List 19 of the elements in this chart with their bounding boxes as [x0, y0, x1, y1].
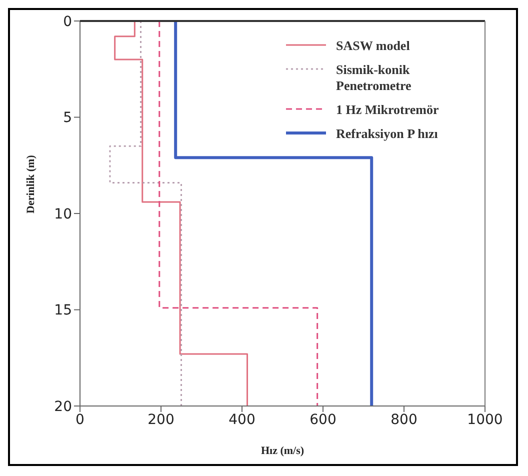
x-axis-title: Hız (m/s) [260, 445, 304, 457]
y-axis-title: Derinlik (m) [24, 154, 37, 214]
y-tick-label: 5 [63, 110, 72, 126]
line-series [114, 21, 248, 406]
x-tick-label: 1000 [467, 412, 503, 428]
x-tick-label: 400 [228, 412, 256, 428]
legend-label: Refraksiyon P hızı [336, 126, 439, 142]
line-series [109, 21, 182, 406]
y-tick-label: 0 [63, 14, 72, 30]
x-tick-label: 200 [148, 412, 174, 428]
x-tick-label: 0 [76, 412, 84, 428]
x-tick-label: 800 [390, 412, 418, 428]
y-tick-label: 20 [54, 398, 72, 415]
y-tick-label: 10 [54, 206, 72, 222]
x-tick-label: 600 [310, 412, 336, 428]
legend-label: 1 Hz Mikrotremör [336, 102, 440, 118]
legend-label: Sismik-konik Penetrometre [336, 62, 412, 94]
legend-label: SASW model [336, 38, 411, 54]
y-tick-label: 15 [54, 302, 72, 319]
